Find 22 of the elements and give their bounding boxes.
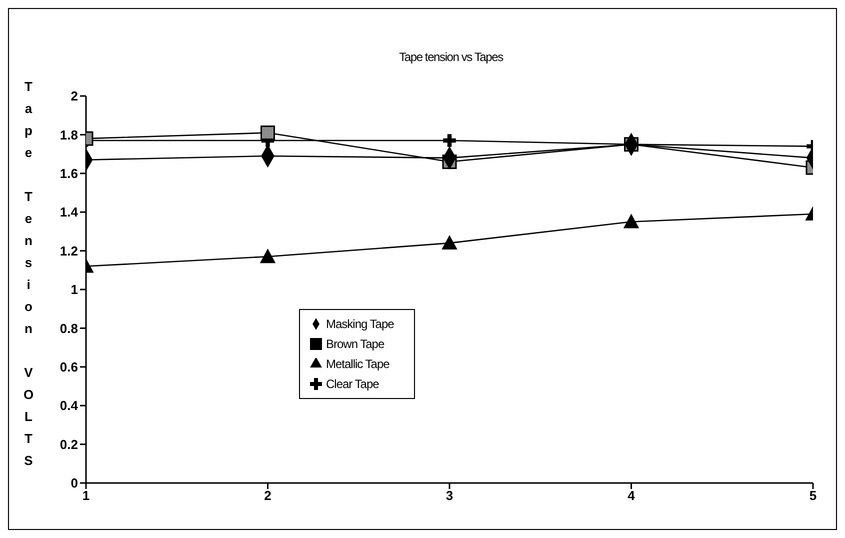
y-tick-label: 1.6 [60, 166, 78, 182]
y-tick-label: 0.6 [60, 360, 78, 375]
legend-label: Masking Tape [326, 317, 394, 331]
y-tick-label: 0.2 [60, 436, 78, 452]
x-tick-label: 3 [446, 488, 454, 504]
legend-label: Clear Tape [326, 377, 379, 391]
y-tick-label: 0 [70, 476, 78, 491]
x-tick-label: 1 [82, 488, 90, 504]
x-tick-label: 2 [264, 488, 272, 504]
chart-title: Tape tension vs Tapes [399, 50, 504, 64]
x-tick-label: 4 [628, 488, 636, 504]
y-tick-label: 0.4 [60, 398, 79, 414]
legend-label: Metallic Tape [326, 357, 390, 371]
y-tick-label: 1 [70, 282, 78, 298]
y-tick-label: 1.2 [60, 243, 78, 258]
y-tick-label: 1.4 [60, 204, 79, 220]
legend-label: Brown Tape [326, 337, 384, 351]
y-tick-label: 1.8 [60, 127, 78, 142]
y-axis-title: Tape Tension VOLTS [21, 79, 36, 477]
y-tick-label: 0.8 [60, 320, 78, 336]
x-tick-label: 5 [809, 488, 817, 504]
y-tick-label: 2 [70, 88, 78, 104]
